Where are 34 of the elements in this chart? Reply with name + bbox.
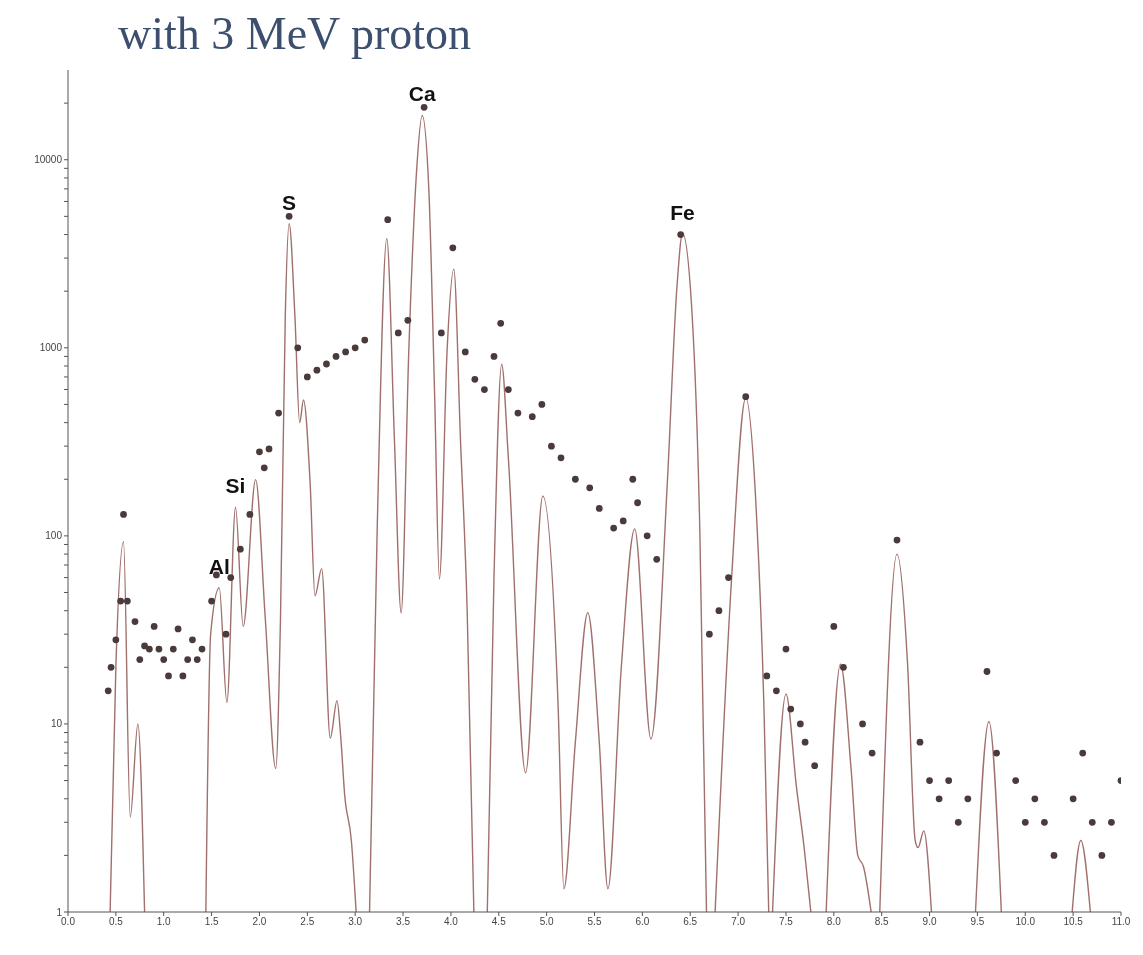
- y-tick-label: 10000: [34, 154, 63, 166]
- x-tick-label: 2.0: [252, 916, 267, 928]
- x-tick-label: 5.0: [539, 916, 555, 928]
- x-tick-label: 4.0: [443, 916, 459, 928]
- y-tick-label: 10: [50, 718, 63, 730]
- x-tick-label: 11.0: [1111, 916, 1131, 928]
- annotation: Si: [225, 474, 246, 498]
- x-tick-label: 1.5: [204, 916, 219, 928]
- y-tick-label: 100: [45, 530, 63, 542]
- x-tick-label: 3.5: [396, 916, 411, 928]
- annotation: Ca: [408, 82, 436, 106]
- x-tick-label: 3.0: [348, 916, 363, 928]
- x-tick-label: 10.5: [1063, 916, 1084, 928]
- x-tick-label: 9.0: [922, 916, 937, 928]
- annotation: S: [282, 190, 297, 214]
- x-tick-label: 2.5: [300, 916, 315, 928]
- x-tick-label: 0.0: [61, 916, 76, 928]
- x-tick-label: 8.5: [874, 916, 890, 928]
- chart-title: with 3 MeV proton: [117, 8, 473, 60]
- x-tick-label: 6.0: [635, 916, 650, 928]
- annotation: Al: [208, 554, 230, 578]
- x-tick-label: 6.5: [683, 916, 698, 928]
- x-tick-label: 10.0: [1015, 916, 1036, 928]
- x-tick-label: 1.0: [156, 916, 172, 928]
- x-tick-label: 7.0: [731, 916, 746, 928]
- annotation: Fe: [670, 200, 695, 224]
- x-tick-label: 5.5: [587, 916, 602, 928]
- x-tick-label: 9.5: [970, 916, 985, 928]
- y-tick-label: 1: [56, 906, 63, 918]
- x-tick-label: 7.5: [779, 916, 794, 928]
- x-tick-label: 8.0: [826, 916, 842, 928]
- x-tick-label: 0.5: [108, 916, 124, 928]
- y-tick-label: 1000: [39, 342, 63, 354]
- x-tick-label: 4.5: [491, 916, 507, 928]
